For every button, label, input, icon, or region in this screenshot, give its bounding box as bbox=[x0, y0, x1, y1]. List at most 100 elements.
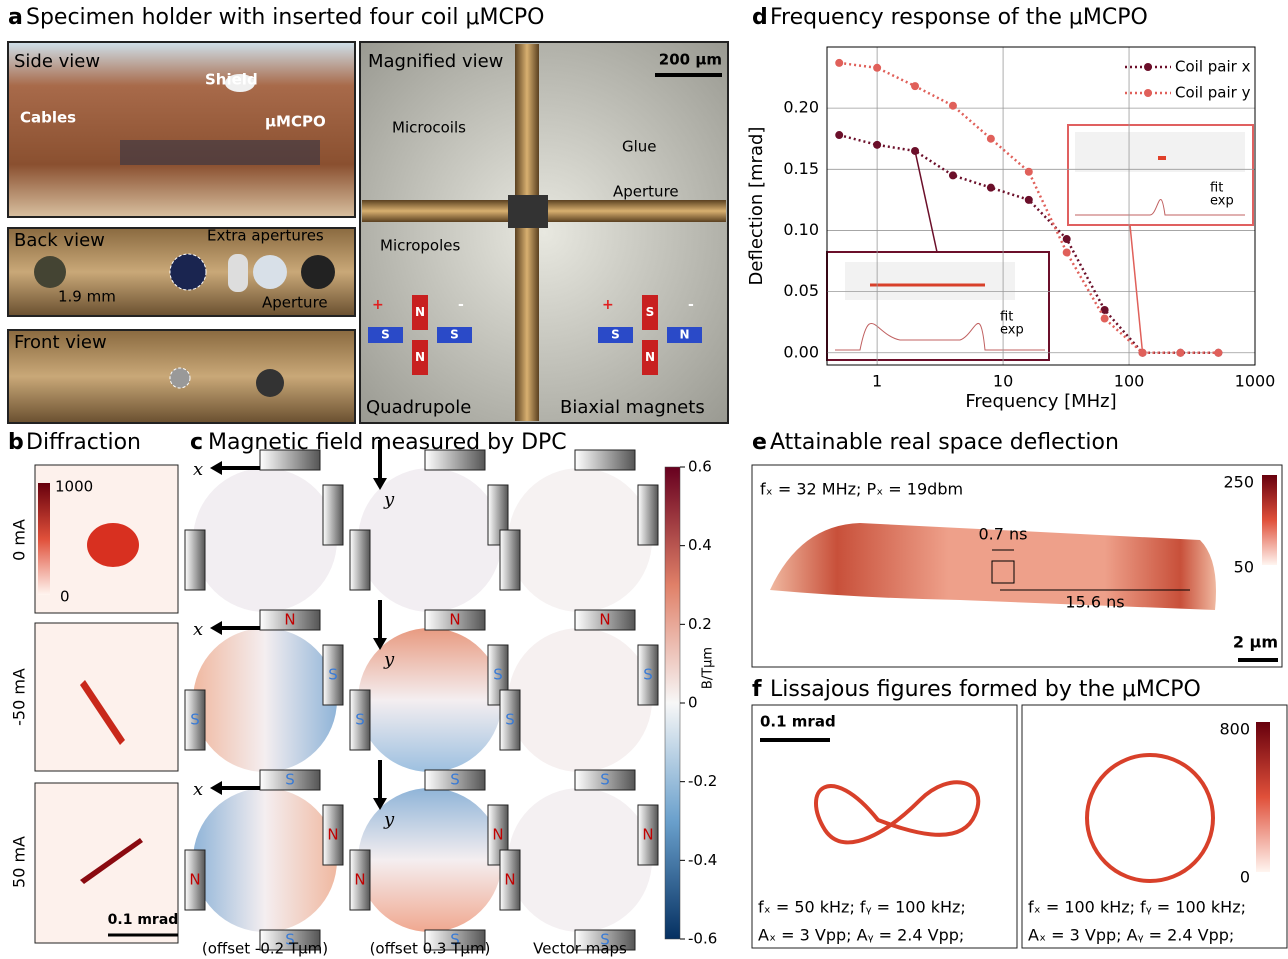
x-tick-label: 1 bbox=[872, 372, 882, 391]
series-marker bbox=[949, 171, 957, 179]
label: y bbox=[383, 649, 395, 670]
label: N bbox=[415, 305, 425, 319]
label: 0.1 mrad bbox=[108, 912, 179, 928]
y-axis-label: Deflection [mrad] bbox=[746, 127, 767, 286]
panel-letter: c bbox=[190, 430, 203, 455]
field-map bbox=[193, 468, 337, 612]
label: 0 bbox=[688, 694, 698, 712]
label: y bbox=[383, 489, 395, 510]
label: S bbox=[493, 666, 503, 684]
label: 50 bbox=[1234, 558, 1254, 577]
panel-title: Lissajous figures formed by the μMCPO bbox=[770, 677, 1201, 702]
label: -0.4 bbox=[688, 851, 717, 869]
label: -0.2 bbox=[688, 772, 717, 790]
aperture bbox=[301, 255, 335, 289]
label: S bbox=[505, 711, 515, 729]
label: N bbox=[599, 611, 610, 629]
label: 1000 bbox=[55, 478, 93, 496]
series-marker bbox=[1063, 248, 1071, 256]
label: + bbox=[372, 297, 384, 313]
label: 2 μm bbox=[1233, 633, 1278, 652]
magnet bbox=[500, 530, 520, 590]
label: fₓ = 100 kHz; fᵧ = 100 kHz; bbox=[1028, 898, 1246, 917]
label: 0.2 bbox=[688, 615, 712, 633]
label: S bbox=[355, 711, 365, 729]
series-marker bbox=[949, 102, 957, 110]
label: Side view bbox=[14, 51, 100, 72]
label: -50 mA bbox=[10, 668, 29, 726]
label: 0.6 bbox=[688, 458, 712, 476]
label: Glue bbox=[622, 138, 657, 156]
label: fₓ = 32 MHz; Pₓ = 19dbm bbox=[760, 480, 963, 499]
label: Shield bbox=[205, 71, 258, 89]
label: 0 bbox=[60, 588, 70, 606]
inset-image bbox=[845, 262, 1015, 300]
label: (offset 0.3 Tμm) bbox=[370, 940, 491, 958]
magnet bbox=[350, 530, 370, 590]
series-marker bbox=[1101, 315, 1109, 323]
label: 0.4 bbox=[688, 536, 712, 554]
inset-spot bbox=[1158, 156, 1166, 160]
series-marker bbox=[1176, 349, 1184, 357]
label: Aperture bbox=[262, 294, 328, 312]
panel-title: Attainable real space deflection bbox=[770, 430, 1119, 455]
center bbox=[508, 195, 548, 228]
series-marker bbox=[1101, 306, 1109, 314]
figure: aSpecimen holder with inserted four coil… bbox=[0, 0, 1288, 959]
panel-title: Diffraction bbox=[26, 430, 141, 455]
label: N bbox=[645, 350, 655, 364]
label: Quadrupole bbox=[366, 397, 471, 418]
spot bbox=[87, 523, 139, 567]
y-tick-label: 0.10 bbox=[783, 220, 819, 239]
label: N bbox=[284, 611, 295, 629]
label: 1.9 mm bbox=[58, 288, 116, 306]
diffraction-image bbox=[35, 623, 178, 771]
y-tick-label: 0.00 bbox=[783, 342, 819, 361]
label: Front view bbox=[14, 332, 107, 353]
y-tick-label: 0.05 bbox=[783, 281, 819, 300]
label: + bbox=[602, 297, 614, 313]
label: Aₓ = 3 Vpp; Aᵧ = 2.4 Vpp; bbox=[758, 926, 964, 945]
magnet bbox=[425, 450, 485, 470]
label: Cables bbox=[20, 109, 76, 127]
label: 200 μm bbox=[659, 51, 722, 69]
label: S bbox=[190, 711, 200, 729]
label: Back view bbox=[14, 230, 105, 251]
label: S bbox=[285, 771, 295, 789]
label: - bbox=[688, 297, 694, 313]
field-map bbox=[508, 468, 652, 612]
series-marker bbox=[1063, 235, 1071, 243]
label: 0 bbox=[1240, 868, 1250, 887]
label: Microcoils bbox=[392, 119, 466, 137]
label: Vector maps bbox=[533, 940, 627, 958]
inset-label: exp bbox=[1000, 323, 1024, 338]
x-axis-label: Frequency [MHz] bbox=[965, 391, 1116, 412]
series-marker bbox=[1025, 168, 1033, 176]
label: N bbox=[492, 826, 503, 844]
label: 50 mA bbox=[10, 836, 29, 888]
series-marker bbox=[911, 82, 919, 90]
x-tick-label: 10 bbox=[993, 372, 1013, 391]
label: 15.6 ns bbox=[1065, 593, 1124, 612]
hole bbox=[34, 256, 66, 288]
magnet bbox=[260, 450, 320, 470]
panel-title: Specimen holder with inserted four coil … bbox=[26, 5, 544, 30]
magnet bbox=[575, 450, 635, 470]
label: x bbox=[193, 779, 203, 800]
slot bbox=[228, 254, 248, 292]
label: Magnified view bbox=[368, 51, 503, 72]
label: N bbox=[449, 611, 460, 629]
legend-label: Coil pair x bbox=[1175, 58, 1251, 76]
label: S bbox=[381, 328, 390, 342]
label: Aperture bbox=[613, 183, 679, 201]
field-map bbox=[358, 628, 502, 772]
aperture bbox=[170, 368, 190, 388]
magnet bbox=[185, 530, 205, 590]
magnet bbox=[638, 485, 658, 545]
panel-letter: e bbox=[752, 430, 767, 455]
label: N bbox=[679, 328, 689, 342]
label: - bbox=[458, 297, 464, 313]
label: Biaxial magnets bbox=[560, 397, 705, 418]
label: (offset -0.2 Tμm) bbox=[202, 940, 328, 958]
series-marker bbox=[1214, 349, 1222, 357]
